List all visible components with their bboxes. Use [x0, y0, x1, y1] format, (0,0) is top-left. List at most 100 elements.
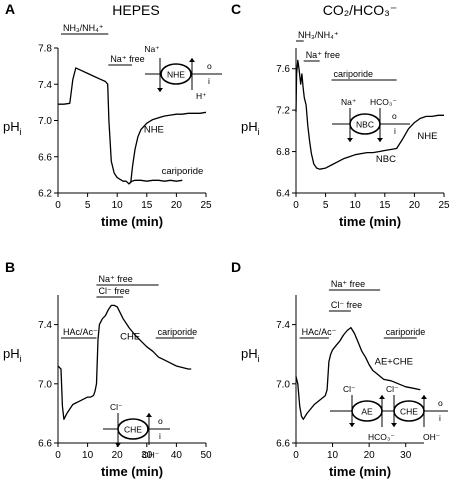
y-tick-label: 7.8 — [38, 44, 52, 55]
condition-bar-label: cariporide — [334, 69, 374, 79]
side-label: o — [438, 398, 443, 408]
schematic-nbc: NBC Na⁺ HCO₃⁻ oi — [332, 97, 410, 142]
series-annotation: CHE — [120, 331, 140, 342]
y-tick-label: 7.4 — [38, 80, 52, 91]
y-tick-label: 7.0 — [38, 116, 52, 127]
x-tick-label: 10 — [112, 200, 124, 211]
panel-label: A — [5, 1, 15, 17]
arrow-head — [347, 138, 353, 142]
series-line — [295, 326, 421, 420]
x-tick-label: 40 — [171, 450, 183, 461]
side-label: o — [207, 61, 212, 71]
transporter-label: CHE — [400, 407, 418, 417]
panel-B: B 0 10 20 30 40 50 6.6 7.0 7.4 time (min) pHi HAc/Ac… — [3, 259, 212, 479]
ion-label: OH⁻ — [423, 432, 441, 442]
y-axis-label: pHi — [241, 119, 260, 137]
series-line — [57, 304, 192, 420]
x-tick-label: 0 — [293, 200, 299, 211]
series-annotation: NHE — [417, 131, 437, 142]
series-line — [128, 179, 183, 185]
ion-label: Cl⁻ — [386, 384, 399, 394]
arrow-head — [146, 413, 152, 417]
y-tick-label: 7.2 — [276, 106, 290, 117]
schematic-che: CHE Cl⁻ OH⁻ oi — [103, 402, 170, 460]
side-label: o — [158, 416, 163, 426]
x-tick-label: 50 — [200, 450, 212, 461]
x-axis-label: time (min) — [339, 214, 401, 229]
arrow-head — [421, 395, 427, 399]
series-annotation: cariporide — [162, 166, 204, 177]
condition-bar-label: Na⁺ free — [306, 50, 340, 60]
arrow-head — [379, 395, 385, 399]
x-tick-label: 15 — [141, 200, 153, 211]
panel-label: B — [5, 259, 15, 275]
x-tick-label: 5 — [323, 200, 329, 211]
x-tick-label: 10 — [327, 450, 339, 461]
condition-bar-label: Cl⁻ free — [98, 286, 129, 296]
transporter-label: NHE — [167, 70, 185, 80]
ion-label: OH⁻ — [142, 450, 160, 460]
schematic-nhe: NHE Na⁺ H⁺ oi — [144, 44, 222, 101]
panel-title: HEPES — [112, 2, 159, 18]
series-line — [295, 59, 444, 170]
panel-A: A HEPES 0 5 10 15 20 25 6.2 6.6 7.0 7.4 7.8 time (min… — [3, 1, 212, 229]
x-tick-label: 5 — [85, 200, 91, 211]
transporter-label: CHE — [124, 425, 142, 435]
condition-bar-label: HAc/Ac⁻ — [63, 327, 98, 337]
side-label: i — [208, 76, 210, 86]
y-axis-label-sub: i — [20, 354, 22, 364]
condition-bar-label: cariporide — [386, 327, 426, 337]
x-axis-label: time (min) — [101, 464, 163, 479]
x-tick-label: 20 — [364, 450, 376, 461]
x-tick-label: 0 — [55, 450, 61, 461]
x-axis-label: time (min) — [329, 464, 391, 479]
y-tick-label: 7.6 — [276, 64, 290, 75]
panel-title: CO₂/HCO₃⁻ — [323, 2, 398, 18]
x-tick-label: 30 — [400, 450, 412, 461]
panel-C: C CO₂/HCO₃⁻ 0 5 10 15 20 25 6.4 6.8 7.2 7.6 time (mi… — [231, 1, 450, 229]
x-tick-label: 0 — [293, 450, 299, 461]
x-tick-label: 20 — [112, 450, 124, 461]
condition-bar-label: cariporide — [158, 327, 198, 337]
y-tick-label: 6.8 — [276, 147, 290, 158]
series-line — [58, 67, 207, 185]
ion-label: Na⁺ — [341, 97, 357, 107]
side-label: o — [392, 111, 397, 121]
x-tick-label: 10 — [350, 200, 362, 211]
condition-bar-label: HAc/Ac⁻ — [302, 327, 337, 337]
y-axis-label: pHi — [3, 346, 22, 364]
y-tick-label: 6.6 — [38, 439, 52, 450]
series-annotation: NBC — [376, 154, 396, 165]
transporter-oval — [160, 63, 192, 85]
condition-bar-label: NH₃/NH₄⁺ — [298, 30, 339, 40]
side-label: i — [439, 413, 441, 423]
transporter-label: AE — [361, 407, 373, 417]
condition-bar-label: NH₃/NH₄⁺ — [63, 23, 104, 33]
transporter-label: NBC — [356, 120, 374, 130]
ion-label: HCO₃⁻ — [370, 97, 397, 107]
y-axis-label: pHi — [241, 346, 260, 364]
series-annotation: NHE — [144, 124, 164, 135]
arrow-head — [157, 88, 163, 92]
y-tick-label: 7.4 — [276, 320, 290, 331]
arrow-head — [115, 443, 121, 447]
condition-bar-label: Na⁺ free — [110, 54, 144, 64]
ion-label: HCO₃⁻ — [368, 432, 395, 442]
y-tick-label: 6.4 — [276, 189, 290, 200]
y-axis-label-sub: i — [20, 127, 22, 137]
condition-bar-label: Cl⁻ free — [331, 300, 362, 310]
x-axis-label: time (min) — [101, 214, 163, 229]
y-tick-label: 6.6 — [276, 439, 290, 450]
side-label: i — [394, 126, 396, 136]
y-tick-label: 7.4 — [38, 320, 52, 331]
x-tick-label: 10 — [82, 450, 94, 461]
x-tick-label: 25 — [438, 200, 450, 211]
x-tick-label: 15 — [379, 200, 391, 211]
y-axis-label: pHi — [3, 119, 22, 137]
y-tick-label: 6.2 — [38, 189, 52, 200]
y-axis-label-sub: i — [258, 354, 260, 364]
ion-label: Na⁺ — [144, 44, 160, 54]
schematic-ae-che: AE CHE Cl⁻ HCO₃⁻ Cl⁻ OH⁻ oi — [330, 384, 448, 442]
series-annotation: AE+CHE — [375, 357, 413, 368]
y-tick-label: 7.0 — [276, 379, 290, 390]
